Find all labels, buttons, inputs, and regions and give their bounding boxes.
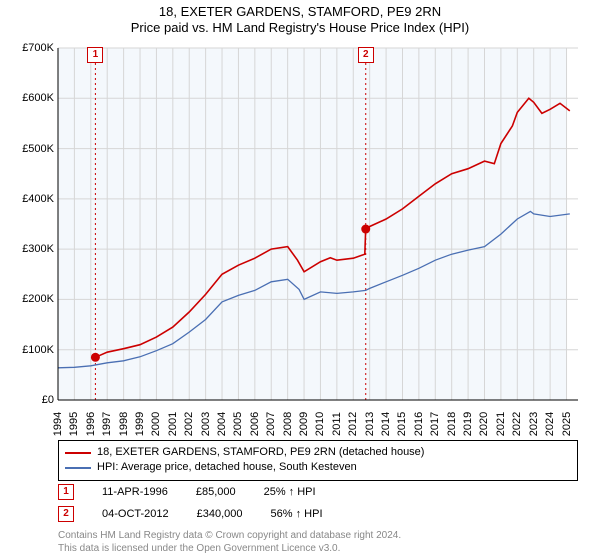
xtick-label: 2022 <box>511 412 523 436</box>
transaction-delta-1: 25% ↑ HPI <box>264 486 316 498</box>
ytick-label: £700K <box>6 42 54 54</box>
xtick-label: 2015 <box>396 412 408 436</box>
transaction-delta-2: 56% ↑ HPI <box>271 508 323 520</box>
xtick-label: 1998 <box>118 412 130 436</box>
transaction-marker-1: 1 <box>58 484 74 500</box>
transaction-date-2: 04-OCT-2012 <box>102 508 169 520</box>
xtick-label: 2025 <box>561 412 573 436</box>
legend-row-property: 18, EXETER GARDENS, STAMFORD, PE9 2RN (d… <box>65 445 571 460</box>
ytick-label: £600K <box>6 92 54 104</box>
xtick-label: 2021 <box>495 412 507 436</box>
xtick-label: 2014 <box>380 412 392 436</box>
xtick-label: 2020 <box>478 412 490 436</box>
xtick-label: 2010 <box>314 412 326 436</box>
xtick-label: 2002 <box>183 412 195 436</box>
chart-area <box>58 48 578 400</box>
legend: 18, EXETER GARDENS, STAMFORD, PE9 2RN (d… <box>58 440 578 481</box>
legend-row-hpi: HPI: Average price, detached house, Sout… <box>65 460 571 475</box>
xtick-label: 2011 <box>331 412 343 436</box>
title-line-2: Price paid vs. HM Land Registry's House … <box>0 20 600 36</box>
chart-svg <box>58 48 578 400</box>
legend-swatch-property <box>65 452 91 454</box>
xtick-label: 1994 <box>52 412 64 436</box>
transaction-price-2: £340,000 <box>197 508 243 520</box>
ytick-label: £0 <box>6 394 54 406</box>
ytick-label: £500K <box>6 143 54 155</box>
attribution: Contains HM Land Registry data © Crown c… <box>58 530 401 555</box>
xtick-label: 2001 <box>167 412 179 436</box>
xtick-label: 1995 <box>68 412 80 436</box>
xtick-label: 2005 <box>232 412 244 436</box>
xtick-label: 2018 <box>446 412 458 436</box>
xtick-label: 2012 <box>347 412 359 436</box>
transaction-list: 1 11-APR-1996 £85,000 25% ↑ HPI 2 04-OCT… <box>58 484 323 528</box>
xtick-label: 2000 <box>150 412 162 436</box>
transaction-marker-2: 2 <box>58 506 74 522</box>
xtick-label: 2008 <box>282 412 294 436</box>
ytick-label: £300K <box>6 243 54 255</box>
ytick-label: £200K <box>6 293 54 305</box>
transaction-row-1: 1 11-APR-1996 £85,000 25% ↑ HPI <box>58 484 323 500</box>
title-line-1: 18, EXETER GARDENS, STAMFORD, PE9 2RN <box>0 4 600 20</box>
xtick-label: 2007 <box>265 412 277 436</box>
xtick-label: 2006 <box>249 412 261 436</box>
chart-marker-1: 1 <box>87 47 103 63</box>
xtick-label: 2024 <box>544 412 556 436</box>
xtick-label: 2013 <box>364 412 376 436</box>
transaction-date-1: 11-APR-1996 <box>102 486 168 498</box>
xtick-label: 1996 <box>85 412 97 436</box>
legend-label-hpi: HPI: Average price, detached house, Sout… <box>97 460 357 475</box>
transaction-price-1: £85,000 <box>196 486 236 498</box>
xtick-label: 1999 <box>134 412 146 436</box>
xtick-label: 1997 <box>101 412 113 436</box>
xtick-label: 2016 <box>413 412 425 436</box>
attribution-line-1: Contains HM Land Registry data © Crown c… <box>58 530 401 543</box>
chart-marker-2: 2 <box>358 47 374 63</box>
xtick-label: 2003 <box>200 412 212 436</box>
ytick-label: £400K <box>6 193 54 205</box>
root: 18, EXETER GARDENS, STAMFORD, PE9 2RN Pr… <box>0 0 600 560</box>
xtick-label: 2019 <box>462 412 474 436</box>
legend-swatch-hpi <box>65 467 91 469</box>
ytick-label: £100K <box>6 344 54 356</box>
transaction-row-2: 2 04-OCT-2012 £340,000 56% ↑ HPI <box>58 506 323 522</box>
xtick-label: 2009 <box>298 412 310 436</box>
title-block: 18, EXETER GARDENS, STAMFORD, PE9 2RN Pr… <box>0 0 600 37</box>
xtick-label: 2017 <box>429 412 441 436</box>
xtick-label: 2004 <box>216 412 228 436</box>
attribution-line-2: This data is licensed under the Open Gov… <box>58 543 401 556</box>
legend-label-property: 18, EXETER GARDENS, STAMFORD, PE9 2RN (d… <box>97 445 424 460</box>
xtick-label: 2023 <box>528 412 540 436</box>
